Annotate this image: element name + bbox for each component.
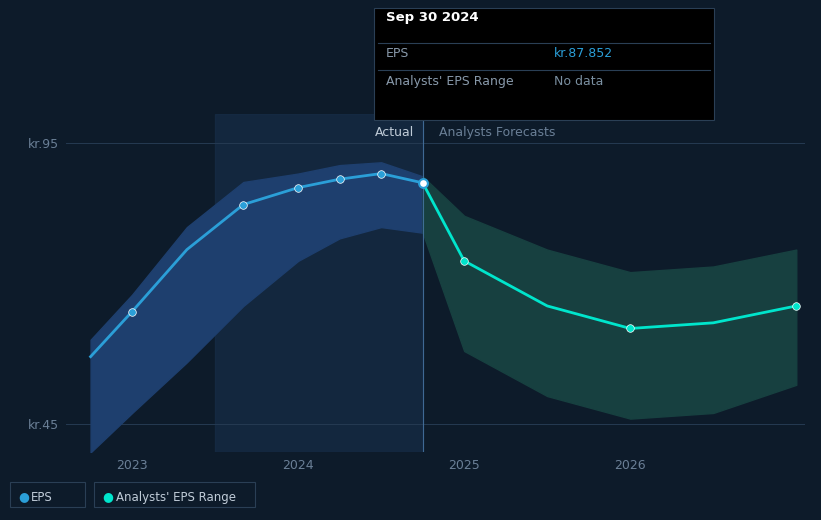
Point xyxy=(291,184,305,192)
Point xyxy=(416,179,429,187)
Text: Actual: Actual xyxy=(375,126,415,139)
Text: EPS: EPS xyxy=(386,47,409,60)
Text: ●: ● xyxy=(103,490,113,503)
Bar xyxy=(215,114,423,452)
Point xyxy=(333,175,346,184)
Point xyxy=(790,302,803,310)
Text: EPS: EPS xyxy=(31,491,53,504)
Text: Sep 30 2024: Sep 30 2024 xyxy=(386,11,479,24)
Point xyxy=(236,200,250,209)
Point xyxy=(374,170,388,178)
Text: No data: No data xyxy=(554,75,603,88)
Point xyxy=(624,324,637,333)
Text: ●: ● xyxy=(18,490,29,503)
Text: Analysts' EPS Range: Analysts' EPS Range xyxy=(116,491,236,504)
Point xyxy=(126,307,139,316)
Text: kr.87.852: kr.87.852 xyxy=(554,47,613,60)
Text: Analysts' EPS Range: Analysts' EPS Range xyxy=(386,75,513,88)
Text: Analysts Forecasts: Analysts Forecasts xyxy=(439,126,556,139)
Point xyxy=(457,257,470,265)
